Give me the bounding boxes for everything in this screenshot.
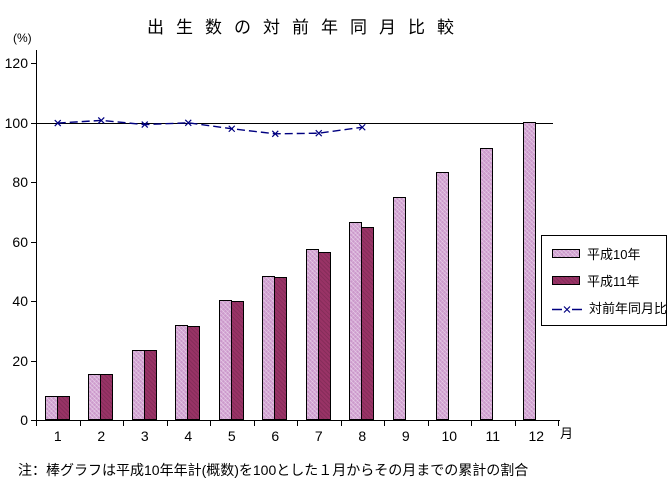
x-axis-tick [297, 421, 298, 426]
ratio-line-marker-x [315, 129, 323, 137]
plot-area [36, 63, 558, 420]
y-axis-tick [31, 360, 36, 362]
y-tick-label: 0 [20, 412, 28, 428]
x-tick-label-month-8: 8 [358, 428, 367, 444]
x-axis-line [36, 420, 560, 421]
bar-heisei11-month-5 [230, 301, 244, 420]
footnote: 注：棒グラフは平成10年年計(概数)を100とした１月からその月までの累計の割合 [18, 462, 529, 478]
x-tick-label-month-1: 1 [53, 428, 62, 444]
bar-heisei11-month-2 [100, 374, 114, 420]
y-tick-label: 60 [12, 233, 28, 250]
bar-heisei10-month-10 [436, 172, 450, 420]
bar-heisei11-month-3 [143, 350, 157, 420]
ratio-line-marker-x [54, 119, 62, 127]
bar-heisei11-month-4 [187, 326, 201, 420]
x-axis-tick [253, 421, 255, 426]
bar-heisei11-month-1 [56, 396, 70, 420]
y-axis-unit-label: (%) [13, 31, 32, 45]
ratio-line-marker-x [358, 123, 366, 131]
x-axis-unit-label: 月 [560, 426, 574, 441]
y-tick-label: 20 [12, 352, 28, 369]
x-tick-label-month-9: 9 [401, 428, 410, 444]
ratio-line-marker-x [184, 119, 192, 127]
y-tick-label: 40 [12, 293, 28, 309]
x-tick-label-month-12: 12 [528, 428, 545, 444]
x-axis-tick [471, 421, 472, 426]
ratio-line-marker-x [141, 121, 149, 129]
bar-heisei11-month-6 [274, 277, 288, 420]
x-axis-tick [123, 421, 124, 426]
legend-swatch-heisei10-icon [552, 249, 580, 258]
x-axis-tick [427, 421, 429, 426]
x-axis-tick [340, 421, 342, 426]
y-tick-label: 80 [12, 174, 28, 190]
x-tick-label-month-4: 4 [184, 428, 193, 444]
x-tick-label-month-3: 3 [140, 428, 149, 444]
x-axis-tick [36, 421, 37, 426]
legend-swatch-heisei11-icon [552, 276, 580, 285]
y-axis-tick [31, 420, 36, 421]
x-axis-tick [210, 421, 211, 426]
legend-swatch-ratio-line-icon [552, 302, 582, 313]
ratio-line-series [54, 116, 366, 138]
bar-heisei10-month-11 [479, 148, 493, 420]
x-tick-label-month-10: 10 [441, 428, 458, 444]
bar-heisei11-month-7 [317, 252, 331, 420]
bar-heisei10-month-9 [392, 197, 406, 420]
x-tick-label-month-2: 2 [97, 428, 106, 444]
y-tick-label: 120 [4, 55, 28, 71]
x-axis-tick [558, 421, 559, 426]
x-axis-tick [79, 421, 81, 426]
legend-label-heisei10: 平成10年 [587, 247, 641, 262]
legend-item-ratio: 対前年同月比 [552, 298, 668, 317]
x-tick-label-month-7: 7 [314, 428, 323, 444]
y-axis-tick [31, 182, 36, 183]
y-tick-label: 100 [4, 114, 28, 131]
chart-title: 出生数の対前年同月比較 [147, 18, 466, 37]
x-axis-tick [514, 421, 516, 426]
ratio-line-marker-x [228, 125, 236, 133]
x-axis-tick [166, 421, 168, 426]
y-axis-tick [31, 122, 36, 124]
bar-heisei10-month-12 [523, 122, 537, 420]
ratio-line [57, 119, 363, 135]
reference-line-100 [37, 122, 553, 124]
y-axis-tick [31, 301, 36, 302]
legend-label-heisei11: 平成11年 [587, 274, 640, 289]
ratio-line-marker-x [271, 130, 279, 138]
legend-item-heisei10: 平成10年 [552, 244, 666, 263]
x-axis-tick [384, 421, 385, 426]
legend-label-ratio: 対前年同月比 [589, 301, 668, 316]
legend-item-heisei11: 平成11年 [552, 271, 666, 290]
bar-heisei11-month-8 [361, 227, 375, 420]
x-tick-label-month-11: 11 [485, 428, 501, 444]
legend-box: 平成10年 平成11年 対前年同月比 [541, 235, 667, 326]
x-tick-label-month-5: 5 [227, 428, 236, 444]
ratio-line-marker-x [97, 116, 105, 124]
y-axis-tick [31, 241, 36, 243]
x-tick-label-month-6: 6 [271, 428, 280, 444]
y-axis-tick [31, 63, 36, 64]
y-axis-line [36, 50, 37, 421]
